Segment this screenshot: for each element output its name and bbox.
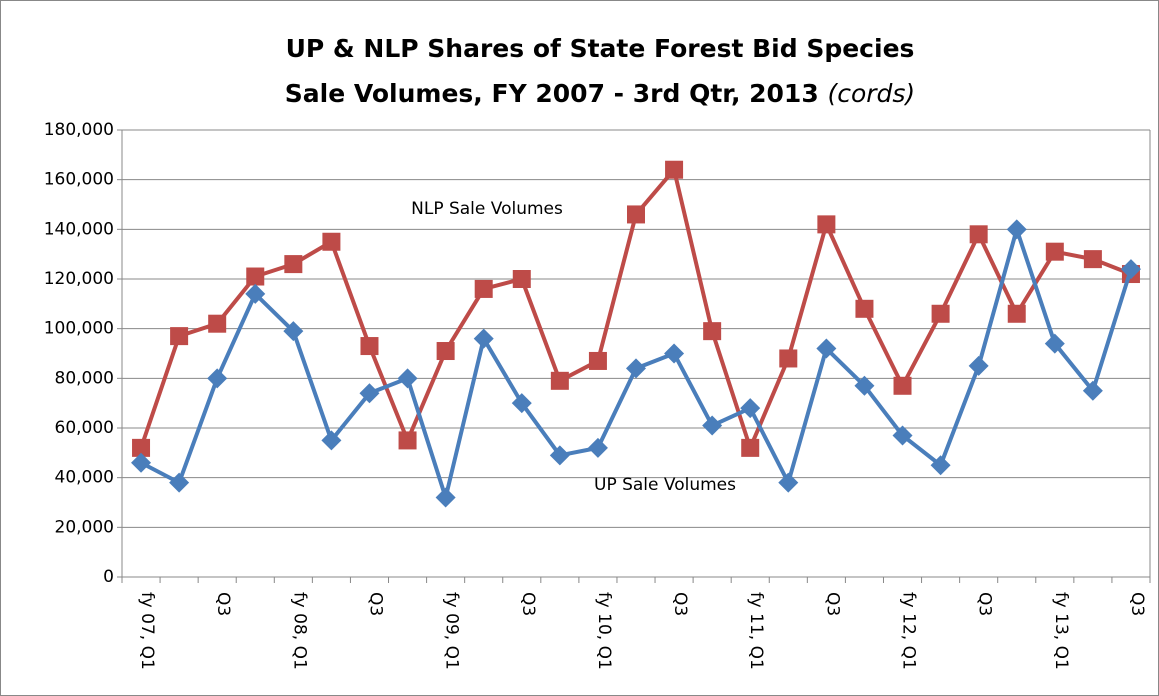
x-tick-label: Q3 — [518, 592, 538, 616]
marker — [702, 415, 723, 436]
marker — [207, 368, 228, 389]
marker — [321, 430, 342, 451]
marker — [703, 322, 722, 341]
marker — [473, 328, 494, 349]
y-tick-label: 80,000 — [55, 368, 114, 388]
marker — [474, 279, 493, 298]
marker — [1082, 380, 1103, 401]
x-tick-label: Q3 — [365, 592, 385, 616]
marker — [627, 205, 645, 224]
marker — [131, 452, 152, 473]
marker — [969, 225, 988, 244]
marker — [855, 299, 874, 318]
marker — [436, 342, 455, 361]
marker — [892, 425, 913, 446]
chart-title: UP & NLP Shares of State Forest Bid Spec… — [286, 34, 915, 63]
marker — [665, 160, 684, 179]
marker — [817, 215, 836, 234]
marker — [930, 455, 951, 476]
marker — [741, 438, 760, 457]
marker — [550, 371, 569, 390]
marker — [1007, 304, 1026, 323]
marker — [511, 393, 532, 414]
y-tick-label: 100,000 — [44, 319, 114, 339]
marker — [1006, 219, 1027, 240]
marker — [588, 351, 607, 370]
marker — [360, 337, 379, 356]
marker — [397, 368, 418, 389]
marker — [435, 487, 456, 508]
marker — [208, 314, 227, 333]
marker — [626, 358, 646, 379]
marker — [359, 383, 380, 404]
x-tick-label: fy 09, Q1 — [442, 592, 462, 670]
x-tick-label: Q3 — [822, 592, 842, 616]
marker — [283, 321, 304, 342]
x-tick-label: Q3 — [213, 592, 233, 616]
y-tick-label: 40,000 — [55, 468, 114, 488]
x-tick-label: Q3 — [670, 592, 690, 616]
marker — [587, 437, 608, 458]
marker — [170, 327, 189, 346]
marker — [664, 343, 685, 364]
x-tick-label: fy 11, Q1 — [746, 592, 766, 670]
marker — [322, 232, 341, 251]
marker — [1044, 333, 1065, 354]
x-tick-label: Q3 — [1127, 592, 1147, 616]
x-tick-label: Q3 — [975, 592, 995, 616]
marker — [246, 267, 265, 286]
marker — [1120, 259, 1141, 280]
x-tick-label: fy 07, Q1 — [137, 592, 157, 670]
x-tick-label: fy 13, Q1 — [1051, 592, 1071, 670]
y-tick-label: 20,000 — [55, 517, 114, 537]
title-unit: (cords) — [827, 79, 915, 108]
marker — [931, 304, 950, 323]
y-tick-label: 160,000 — [44, 170, 114, 190]
x-tick-label: fy 12, Q1 — [899, 592, 919, 670]
marker — [779, 349, 798, 368]
series-annotation: UP Sale Volumes — [594, 475, 736, 495]
x-tick-label: fy 10, Q1 — [594, 592, 614, 670]
marker — [132, 438, 151, 457]
marker — [549, 445, 570, 466]
marker — [778, 472, 799, 493]
marker — [893, 376, 912, 395]
marker — [854, 375, 875, 396]
y-tick-label: 60,000 — [55, 418, 114, 438]
marker — [245, 283, 266, 304]
y-tick-label: 180,000 — [44, 120, 114, 140]
y-tick-label: 140,000 — [44, 219, 114, 239]
y-tick-label: 120,000 — [44, 269, 114, 289]
marker — [284, 255, 303, 274]
chart-title: Sale Volumes, FY 2007 - 3rd Qtr, 2013 (c… — [285, 79, 915, 108]
y-tick-label: 0 — [103, 567, 114, 587]
marker — [816, 338, 837, 359]
marker — [398, 431, 417, 450]
marker — [169, 472, 190, 493]
series-annotation: NLP Sale Volumes — [411, 199, 563, 219]
marker — [1045, 242, 1064, 261]
x-tick-label: fy 08, Q1 — [289, 592, 309, 670]
chart-title: Sale Volumes, FY 2007 - 3rd Qtr, 2013 — [285, 79, 819, 108]
marker — [1083, 250, 1102, 269]
marker — [740, 398, 761, 419]
marker — [512, 270, 531, 288]
marker — [968, 355, 989, 376]
